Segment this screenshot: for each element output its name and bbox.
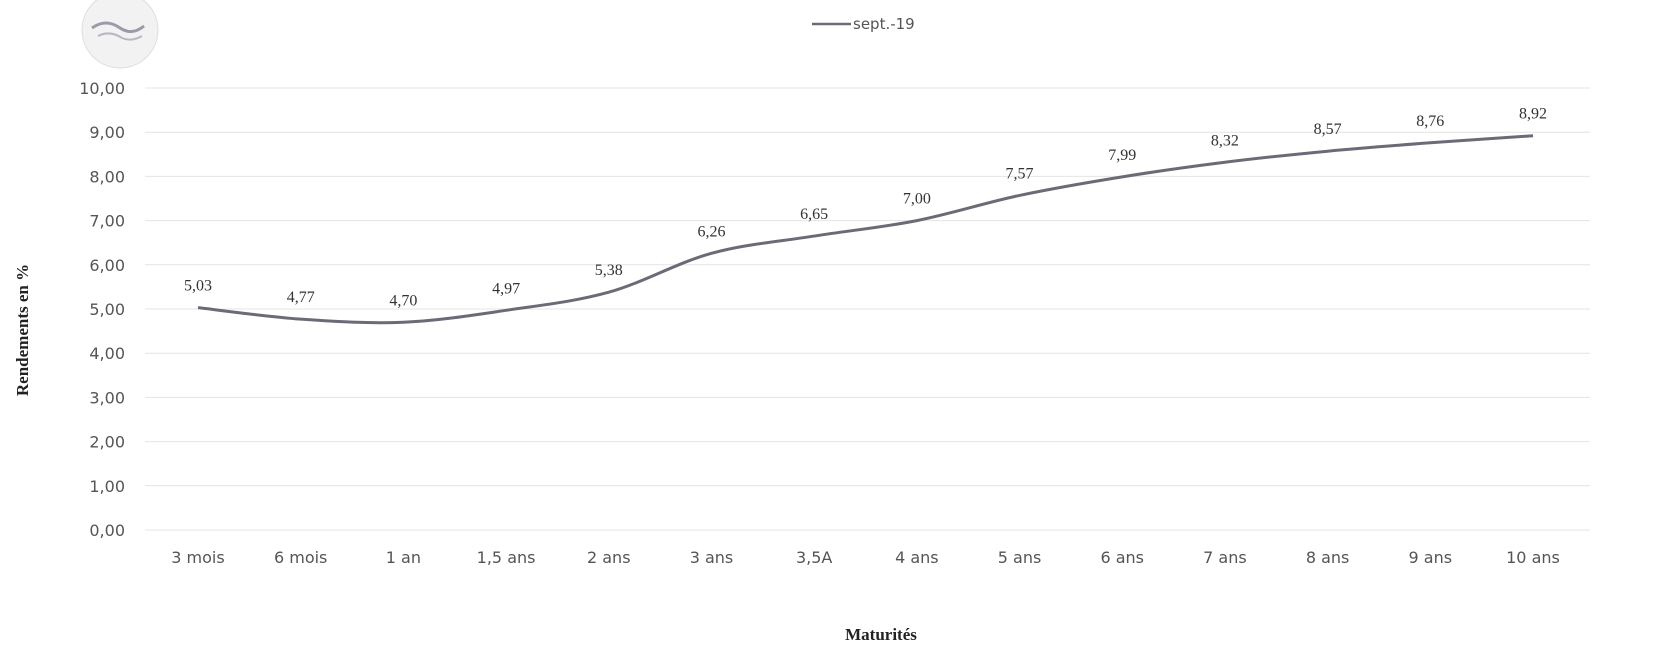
data-label: 8,32: [1211, 132, 1239, 149]
x-tick-label: 3,5A: [796, 548, 832, 567]
y-tick-label: 2,00: [89, 433, 125, 452]
scan-logo: [81, 0, 159, 69]
x-tick-label: 6 mois: [274, 548, 327, 567]
data-label: 7,57: [1006, 165, 1034, 182]
legend: sept.-19: [812, 15, 915, 33]
y-tick-label: 10,00: [79, 79, 125, 98]
x-tick-label: 8 ans: [1306, 548, 1350, 567]
data-labels: 5,03 4,77 4,70 4,97 5,38 6,26 6,65 7,00 7,57 7,99…: [184, 106, 1547, 310]
x-tick-label: 2 ans: [587, 548, 631, 567]
x-tick-label: 4 ans: [895, 548, 939, 567]
y-tick-label: 9,00: [89, 123, 125, 142]
gridlines: [145, 87, 1590, 531]
x-tick-label: 7 ans: [1203, 548, 1247, 567]
x-tick-label: 1 an: [386, 548, 421, 567]
y-tick-label: 4,00: [89, 344, 125, 363]
y-tick-label: 1,00: [89, 477, 125, 496]
y-tick-label: 5,00: [89, 300, 125, 319]
y-axis-ticks: 0,00 1,00 2,00 3,00 4,00 5,00 6,00 7,00 8,00 9,00…: [79, 79, 125, 540]
y-tick-label: 6,00: [89, 256, 125, 275]
data-label: 5,03: [184, 278, 212, 295]
series-line-sept-19: [197, 134, 1534, 325]
x-tick-label: 6 ans: [1100, 548, 1144, 567]
data-label: 8,92: [1519, 106, 1547, 123]
data-label: 8,57: [1314, 121, 1342, 138]
x-tick-label: 5 ans: [998, 548, 1042, 567]
x-tick-label: 3 mois: [171, 548, 224, 567]
y-axis-title: Rendements en %: [13, 264, 32, 396]
data-label: 4,97: [492, 280, 520, 297]
data-label: 6,65: [800, 206, 828, 223]
legend-label: sept.-19: [853, 15, 915, 33]
data-label: 4,70: [389, 292, 417, 309]
data-label: 6,26: [697, 223, 725, 240]
x-tick-label: 1,5 ans: [477, 548, 536, 567]
data-label: 8,76: [1416, 113, 1444, 130]
y-tick-label: 8,00: [89, 167, 125, 186]
x-tick-label: 10 ans: [1506, 548, 1560, 567]
y-tick-label: 0,00: [89, 521, 125, 540]
x-tick-label: 9 ans: [1409, 548, 1453, 567]
data-label: 7,99: [1108, 147, 1136, 164]
x-axis-title: Maturités: [845, 625, 917, 644]
data-label: 5,38: [595, 262, 623, 279]
x-tick-label: 3 ans: [690, 548, 734, 567]
data-label: 4,77: [287, 289, 315, 306]
y-tick-label: 7,00: [89, 212, 125, 231]
data-label: 7,00: [903, 191, 931, 208]
x-axis-ticks: 3 mois 6 mois 1 an 1,5 ans 2 ans 3 ans 3,5A 4 a…: [171, 548, 1560, 567]
y-tick-label: 3,00: [89, 388, 125, 407]
